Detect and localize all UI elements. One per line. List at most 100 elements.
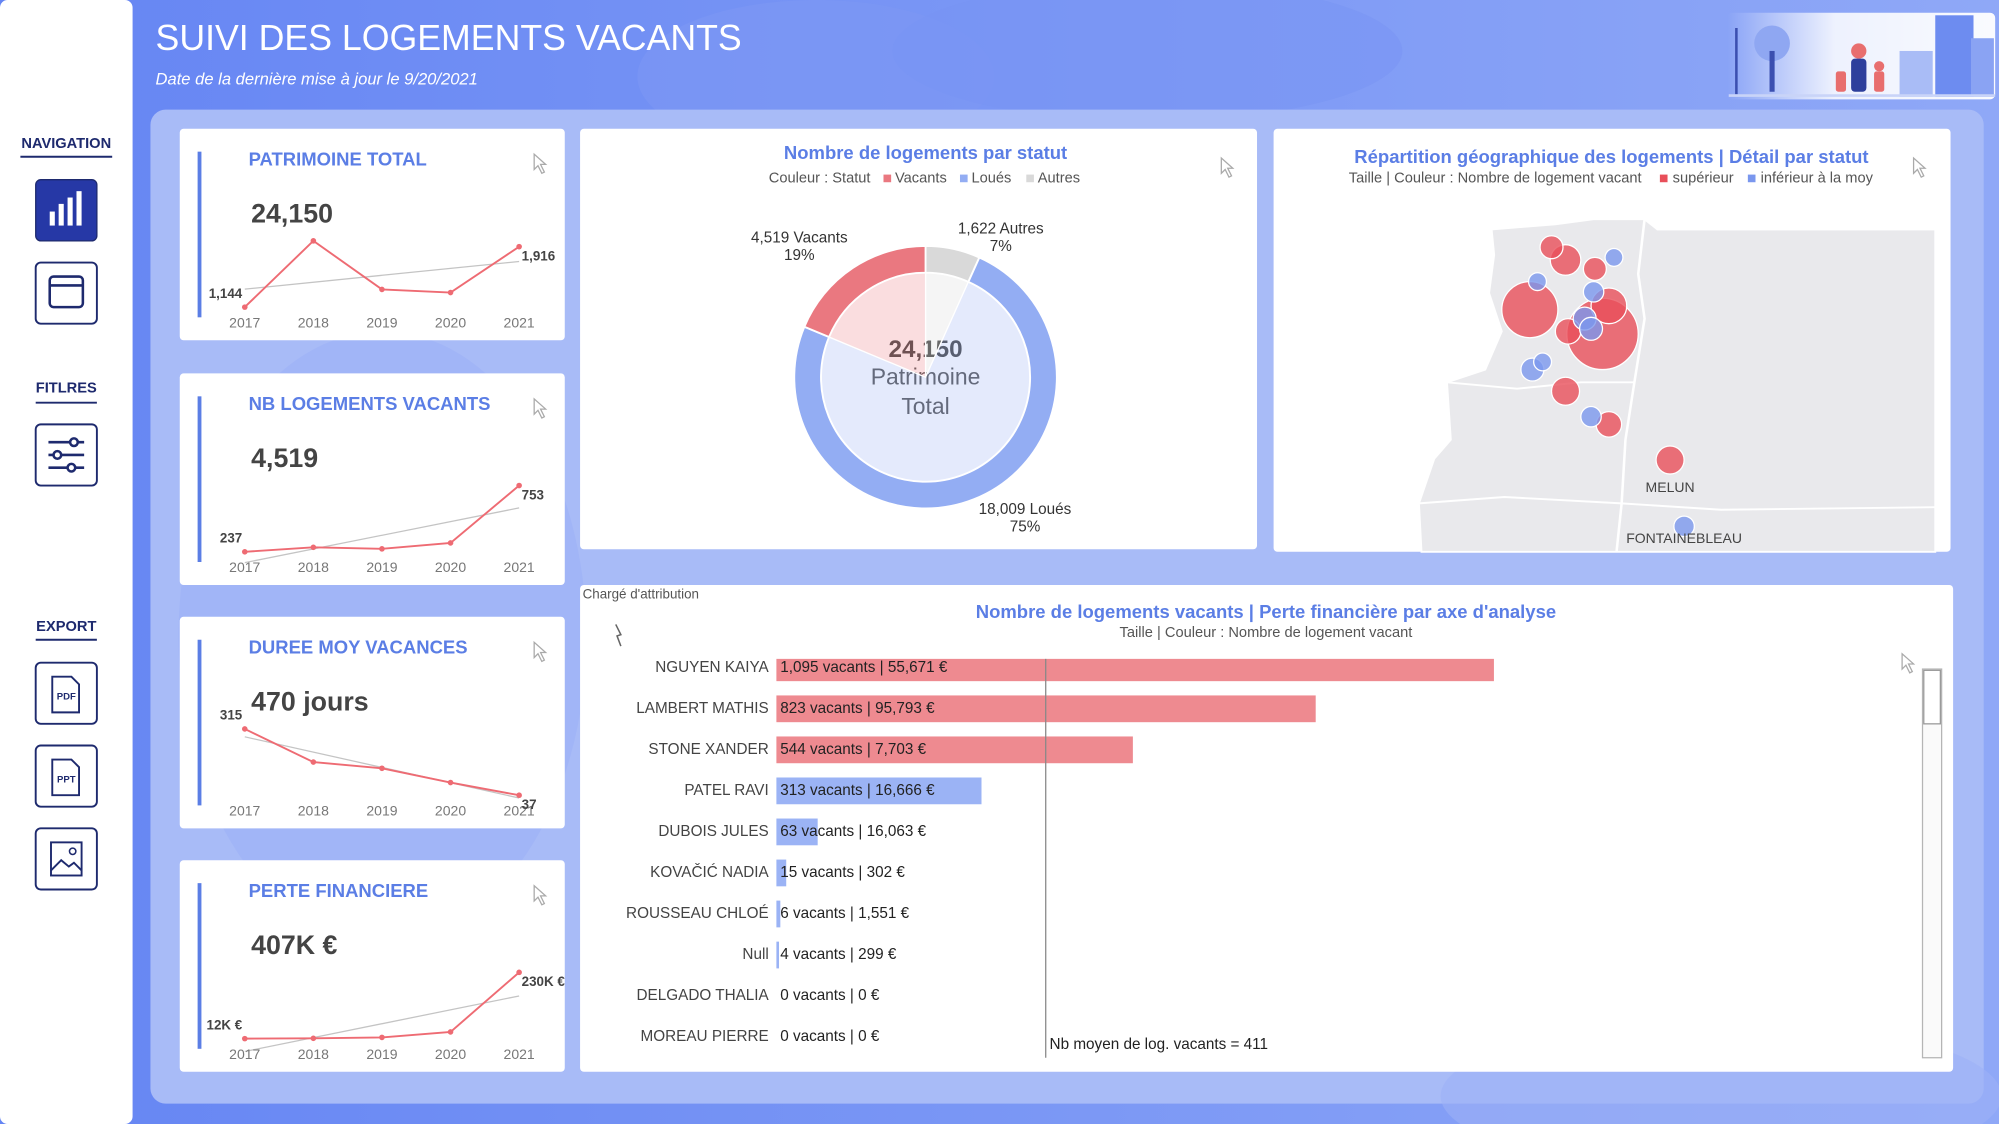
legend-label: inférieur à la moy (1761, 170, 1874, 186)
bubble (1527, 272, 1548, 292)
visual-interaction-icon (533, 884, 548, 906)
kpi-card (179, 860, 565, 1072)
x-tick-label: 2017 (229, 1046, 260, 1062)
category-label: MOREAU PIERRE (641, 1028, 769, 1045)
filters-button[interactable] (34, 423, 98, 487)
category-label: ROUSSEAU CHLOÉ (626, 905, 769, 922)
legend-label: Vacants (895, 170, 947, 186)
export-ppt-button[interactable]: PPT (34, 744, 98, 808)
export-label: PPT (57, 774, 76, 785)
x-tick-label: 2019 (366, 802, 397, 818)
person (1851, 43, 1867, 59)
point (241, 726, 248, 732)
legend-label: Loués (971, 170, 1011, 186)
doc-icon (51, 758, 80, 797)
nav-dashboard-button[interactable] (35, 179, 98, 242)
bubble (1655, 445, 1685, 475)
button-frame (34, 261, 98, 325)
kpi-card (179, 128, 565, 341)
icon-bar (67, 197, 73, 226)
x-tick-label: 2020 (435, 314, 466, 330)
data-label: 1,144 (209, 286, 243, 301)
point (516, 243, 522, 250)
bubble (1582, 281, 1605, 303)
map-region (1417, 218, 1937, 553)
export-heading: EXPORT (36, 619, 96, 635)
data-label: 544 vacants | 7,703 € (780, 741, 926, 758)
category-label: NGUYEN KAIYA (655, 659, 769, 676)
bar (776, 736, 1133, 764)
reference-label: Nb moyen de log. vacants = 411 (1050, 1036, 1269, 1053)
bar (776, 900, 781, 928)
data-label: 6 vacants | 1,551 € (780, 905, 909, 922)
scrollbar-thumb[interactable] (1923, 669, 1941, 725)
trend-line (244, 995, 520, 1053)
image-icon (68, 847, 77, 856)
map-subtitle: Taille | Couleur : Nombre de logement va… (1349, 170, 1642, 186)
kpi-accent (197, 151, 202, 318)
export-pdf-button[interactable]: PDF (34, 661, 98, 725)
legend-label: Autres (1038, 170, 1080, 186)
bar (776, 818, 818, 846)
image-icon (50, 841, 83, 877)
x-tick-label: 2019 (366, 1046, 397, 1062)
data-label: 4 vacants | 299 € (780, 946, 897, 963)
point (447, 289, 454, 296)
point (310, 1035, 317, 1042)
data-label: 313 vacants | 16,666 € (780, 782, 935, 799)
data-label: 230K € (522, 974, 566, 989)
filters-heading: FITLRES (36, 381, 97, 397)
icon-bar (76, 191, 82, 226)
data-label: 315 (220, 708, 243, 723)
point (241, 1035, 248, 1042)
map-border (1418, 496, 1936, 511)
percent-label: 75% (1010, 519, 1041, 536)
x-tick-label: 2020 (435, 559, 466, 575)
kpi-title: NB LOGEMENTS VACANTS (249, 393, 491, 414)
drill-icon[interactable] (615, 624, 622, 647)
blob (892, 0, 1403, 122)
scrollbar[interactable] (1921, 668, 1943, 1059)
bar (776, 941, 780, 969)
legend-swatch (959, 174, 968, 183)
x-tick-label: 2017 (229, 314, 260, 330)
bubble (1578, 316, 1604, 341)
point (516, 792, 522, 799)
data-label: 0 vacants | 0 € (780, 1028, 880, 1045)
place-label: MELUN (1646, 479, 1695, 495)
visual-interaction-icon (1901, 652, 1916, 674)
building (1899, 50, 1933, 97)
visual-interaction-icon (533, 152, 548, 175)
card (580, 128, 1258, 550)
category-label: DELGADO THALIA (637, 987, 770, 1004)
map: MELUN FONTAINEBLEAU (1417, 218, 1937, 553)
x-tick-label: 2021 (504, 559, 535, 575)
data-label: 753 (522, 487, 544, 502)
point (379, 286, 385, 293)
donut-center-label: Total (901, 393, 949, 419)
visual-interaction-icon (533, 640, 548, 663)
point (447, 540, 454, 546)
x-tick-label: 2020 (435, 1046, 466, 1062)
bubble (1582, 256, 1607, 281)
button-frame (34, 661, 98, 725)
export-image-button[interactable] (34, 827, 98, 891)
bubble (1501, 281, 1559, 339)
kpi-value: 407K € (251, 930, 337, 960)
point (516, 482, 522, 489)
person (1874, 61, 1885, 72)
data-label: 4,519 Vacants (751, 229, 848, 246)
category-label: DUBOIS JULES (658, 823, 768, 840)
data-label: 37 (522, 797, 537, 812)
map-title: Répartition géographique des logements |… (1354, 146, 1868, 167)
nav-calendar-button[interactable] (34, 261, 98, 325)
point (379, 765, 385, 772)
legend-swatch (1026, 174, 1034, 183)
data-label: 1,095 vacants | 55,671 € (780, 659, 948, 676)
person (1851, 58, 1867, 92)
person (1835, 71, 1847, 92)
point (310, 759, 317, 765)
point (447, 779, 454, 786)
